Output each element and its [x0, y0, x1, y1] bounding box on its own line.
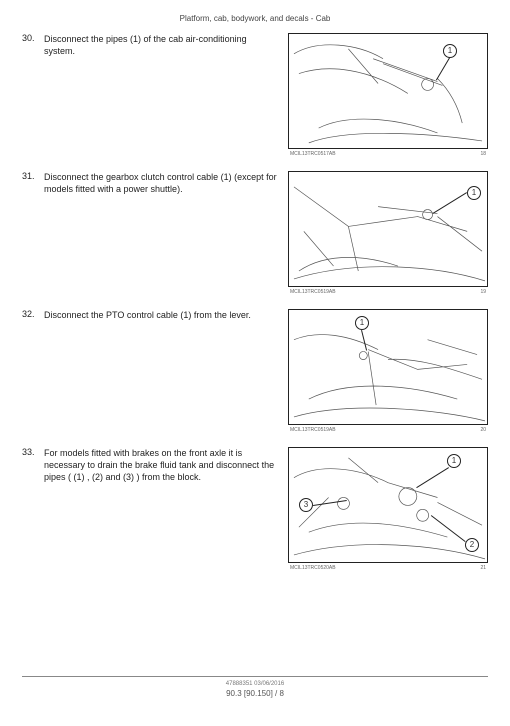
instruction-step: 33.For models fitted with brakes on the … [22, 447, 488, 573]
figure-code: MCIL13TRC0520AB [290, 565, 336, 571]
figure-code: MCIL13TRC0517AB [290, 151, 336, 157]
figure-illustration: 1 [288, 309, 488, 425]
page-header: Platform, cab, bodywork, and decals - Ca… [22, 14, 488, 23]
figure-meta: MCIL13TRC0520AB 21 [288, 565, 488, 571]
instruction-step: 31.Disconnect the gearbox clutch control… [22, 171, 488, 297]
step-number: 33. [22, 447, 44, 457]
instruction-step: 32.Disconnect the PTO control cable (1) … [22, 309, 488, 435]
figure: 1 MCIL13TRC0517AB 18 [288, 33, 488, 157]
figure-index: 19 [480, 289, 486, 295]
callout-bubble: 1 [467, 186, 481, 200]
callout-bubble: 1 [443, 44, 457, 58]
step-number: 31. [22, 171, 44, 181]
schematic-lines [289, 310, 487, 425]
figure-illustration: 1 [288, 171, 488, 287]
step-number: 32. [22, 309, 44, 319]
step-text: Disconnect the gearbox clutch control ca… [44, 171, 288, 195]
step-text: For models fitted with brakes on the fro… [44, 447, 288, 483]
instruction-step: 30.Disconnect the pipes (1) of the cab a… [22, 33, 488, 159]
step-number: 30. [22, 33, 44, 43]
figure-meta: MCIL13TRC0519AB 19 [288, 289, 488, 295]
figure-meta: MCIL13TRC0519AB 20 [288, 427, 488, 433]
figure-illustration: 1 [288, 33, 488, 149]
page-number-line: 90.3 [90.150] / 8 [22, 689, 488, 698]
figure-code: MCIL13TRC0519AB [290, 289, 336, 295]
figure: 1 MCIL13TRC0519AB 20 [288, 309, 488, 433]
doc-id-line: 47888351 03/06/2016 [22, 681, 488, 687]
schematic-lines [289, 172, 487, 287]
figure: 1 MCIL13TRC0519AB 19 [288, 171, 488, 295]
callout-bubble: 1 [355, 316, 369, 330]
callout-bubble: 1 [447, 454, 461, 468]
callout-bubble: 2 [465, 538, 479, 552]
callout-bubble: 3 [299, 498, 313, 512]
step-text: Disconnect the pipes (1) of the cab air-… [44, 33, 288, 57]
figure-code: MCIL13TRC0519AB [290, 427, 336, 433]
figure-index: 20 [480, 427, 486, 433]
page-footer: 47888351 03/06/2016 90.3 [90.150] / 8 [22, 672, 488, 698]
figure-index: 21 [480, 565, 486, 571]
figure: 1 2 3 MCIL13TRC0520AB 21 [288, 447, 488, 571]
schematic-lines [289, 34, 487, 149]
figure-index: 18 [480, 151, 486, 157]
step-text: Disconnect the PTO control cable (1) fro… [44, 309, 288, 321]
figure-meta: MCIL13TRC0517AB 18 [288, 151, 488, 157]
figure-illustration: 1 2 3 [288, 447, 488, 563]
